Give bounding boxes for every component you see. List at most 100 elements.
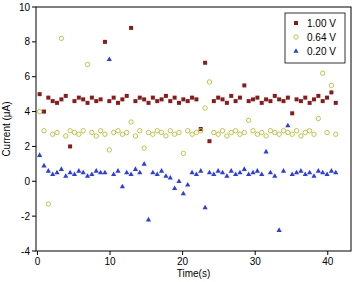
point: [220, 129, 224, 133]
x-tick: [182, 251, 183, 255]
point: [264, 97, 268, 101]
legend-marker: [293, 48, 298, 53]
point: [77, 96, 81, 100]
point: [325, 96, 329, 100]
point: [142, 161, 147, 166]
point: [146, 217, 151, 222]
point: [76, 168, 81, 173]
point: [160, 97, 164, 101]
point: [55, 101, 59, 105]
point: [176, 178, 181, 183]
legend: 1.00 V0.64 V0.20 V: [285, 13, 345, 63]
point: [221, 97, 225, 101]
point: [94, 99, 98, 103]
legend-label: 0.20 V: [307, 46, 336, 57]
x-tick-label: 10: [104, 256, 116, 267]
chart: 010203040-4-20246810Time(s)Current (μA)1…: [0, 0, 359, 282]
point: [185, 182, 190, 187]
point: [168, 99, 172, 103]
point: [102, 170, 107, 175]
point: [181, 151, 185, 155]
point: [199, 129, 203, 133]
point: [190, 96, 194, 100]
point: [77, 132, 81, 136]
point: [203, 61, 207, 65]
point: [64, 134, 68, 138]
point: [259, 172, 264, 177]
y-tick: [32, 76, 36, 77]
point: [207, 170, 212, 175]
point: [90, 130, 94, 134]
point: [272, 173, 277, 178]
point: [237, 170, 242, 175]
point: [312, 97, 316, 101]
y-tick-label: 2: [24, 141, 30, 152]
point: [103, 132, 107, 136]
point: [216, 132, 220, 136]
point: [207, 80, 211, 84]
point: [189, 170, 194, 175]
point: [116, 129, 120, 133]
point: [112, 96, 116, 100]
point: [216, 96, 220, 100]
point: [98, 170, 103, 175]
point: [115, 168, 120, 173]
point: [85, 173, 90, 178]
point: [229, 130, 233, 134]
point: [59, 97, 63, 101]
point: [316, 168, 321, 173]
point: [133, 166, 138, 171]
point: [194, 130, 198, 134]
point: [151, 96, 155, 100]
point: [185, 129, 189, 133]
point: [329, 168, 334, 173]
point: [173, 96, 177, 100]
point: [55, 130, 59, 134]
point: [177, 130, 181, 134]
point: [273, 130, 277, 134]
point: [294, 129, 298, 133]
point: [164, 94, 168, 98]
point: [255, 132, 259, 136]
point: [242, 166, 247, 171]
point: [212, 130, 216, 134]
point: [281, 168, 286, 173]
point: [212, 99, 216, 103]
point: [277, 97, 281, 101]
y-tick-label: 10: [19, 2, 31, 13]
point: [264, 134, 268, 138]
x-tick-label: 0: [35, 256, 41, 267]
point: [155, 99, 159, 103]
legend-marker: [294, 21, 298, 25]
point: [51, 99, 55, 103]
x-tick: [110, 251, 111, 255]
point: [116, 101, 120, 105]
y-tick-label: 8: [24, 36, 30, 47]
legend-label: 1.00 V: [307, 18, 336, 29]
point: [129, 26, 133, 30]
point: [224, 173, 229, 178]
point: [325, 130, 329, 134]
point: [68, 170, 73, 175]
point: [303, 130, 307, 134]
point: [307, 170, 312, 175]
point: [50, 132, 54, 136]
point: [290, 132, 294, 136]
point: [107, 56, 112, 61]
point: [38, 92, 42, 96]
y-tick: [32, 111, 36, 112]
point: [290, 111, 294, 115]
point: [59, 36, 63, 40]
x-tick: [37, 251, 38, 255]
point: [150, 170, 155, 175]
y-tick: [32, 7, 36, 8]
point: [120, 132, 124, 136]
point: [255, 96, 259, 100]
point: [333, 170, 338, 175]
legend-box: [285, 13, 345, 63]
point: [72, 172, 77, 177]
y-tick-label: 0: [24, 176, 30, 187]
point: [59, 166, 64, 171]
point: [159, 130, 163, 134]
y-tick-label: 6: [24, 71, 30, 82]
